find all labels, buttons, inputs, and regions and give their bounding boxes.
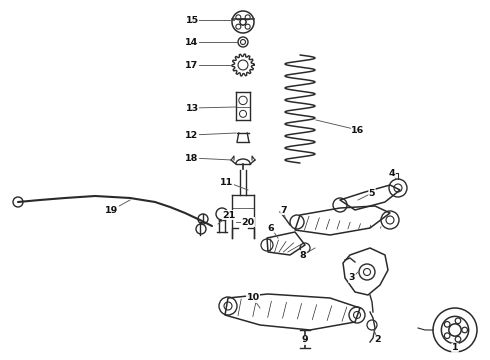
- Text: 17: 17: [185, 60, 198, 69]
- Text: 4: 4: [389, 168, 395, 177]
- Text: 21: 21: [222, 211, 236, 220]
- Text: 6: 6: [268, 224, 274, 233]
- Text: 3: 3: [349, 274, 355, 283]
- Text: 14: 14: [185, 37, 198, 46]
- Text: 20: 20: [242, 217, 255, 226]
- Text: 15: 15: [185, 15, 198, 24]
- Text: 8: 8: [299, 251, 306, 260]
- Text: 13: 13: [185, 104, 198, 112]
- Text: 18: 18: [185, 153, 198, 162]
- Text: 5: 5: [369, 189, 375, 198]
- Text: 11: 11: [220, 177, 234, 186]
- Text: 12: 12: [185, 131, 198, 140]
- Text: 2: 2: [375, 336, 381, 345]
- Text: 9: 9: [302, 336, 308, 345]
- Text: 7: 7: [281, 206, 287, 215]
- Text: 1: 1: [452, 343, 458, 352]
- Text: 16: 16: [351, 126, 365, 135]
- Text: 10: 10: [246, 293, 260, 302]
- Text: 19: 19: [105, 206, 119, 215]
